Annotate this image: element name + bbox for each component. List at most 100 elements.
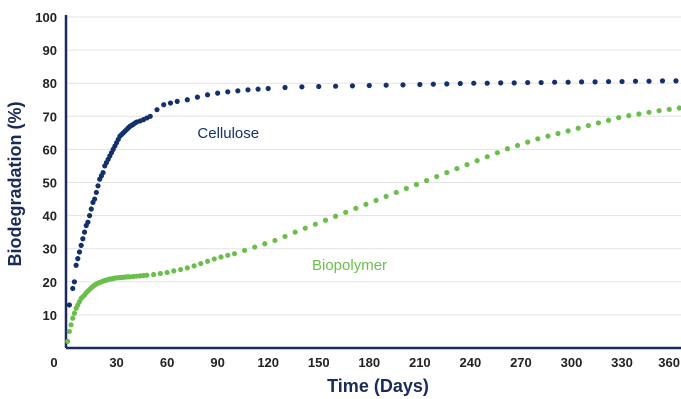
data-point (211, 256, 217, 262)
data-point (272, 237, 278, 244)
x-tick-label: 360 (658, 355, 680, 370)
data-point (474, 158, 480, 164)
y-tick-label: 40 (43, 209, 57, 224)
data-point (322, 217, 329, 223)
data-point (174, 98, 180, 105)
data-point (191, 263, 197, 269)
data-point (646, 109, 652, 115)
data-point (171, 268, 177, 274)
series-biopolymer (65, 105, 681, 344)
data-point (434, 173, 440, 180)
data-point (525, 79, 531, 86)
data-point (302, 225, 308, 231)
x-tick-label: 180 (358, 355, 380, 370)
data-point (157, 270, 163, 277)
data-point (343, 209, 349, 215)
data-point (144, 272, 150, 278)
data-point (373, 197, 379, 203)
data-point (353, 205, 359, 211)
data-point (81, 229, 88, 235)
data-point (184, 97, 190, 103)
y-axis-title: Biodegradation (%) (5, 101, 25, 266)
y-tick-label: 30 (43, 242, 57, 257)
data-point (393, 189, 399, 196)
data-point (525, 139, 531, 145)
data-point (457, 80, 463, 87)
data-point (592, 79, 598, 85)
x-tick-label: 240 (460, 355, 482, 370)
data-point (88, 206, 94, 212)
data-point (299, 84, 305, 90)
data-point (265, 85, 271, 92)
data-point (167, 100, 174, 106)
data-point (215, 90, 221, 96)
data-point (659, 78, 666, 84)
data-point (363, 201, 369, 207)
x-tick-label: 60 (160, 355, 174, 370)
axes (64, 15, 681, 350)
data-point (147, 113, 153, 119)
data-point (86, 213, 93, 219)
data-point (545, 133, 551, 139)
data-point (511, 80, 517, 86)
data-point (676, 105, 681, 111)
y-tick-labels: 10 20 30 40 50 60 70 80 90 100 (35, 10, 57, 323)
data-point (262, 241, 268, 247)
x-tick-label: 0 (50, 355, 57, 370)
data-point (292, 229, 298, 235)
x-tick-label: 150 (308, 355, 330, 370)
data-point (484, 80, 490, 86)
data-point (552, 79, 558, 85)
data-point (164, 269, 170, 276)
data-point (312, 221, 318, 227)
data-point (444, 169, 450, 176)
data-point (177, 266, 184, 273)
x-axis-title: Time (Days) (327, 376, 429, 396)
data-point (204, 258, 211, 264)
data-point (626, 113, 632, 119)
data-point (235, 88, 241, 94)
series-cellulose (66, 78, 679, 308)
data-point (578, 79, 585, 85)
data-point (282, 84, 288, 91)
x-tick-label: 330 (611, 355, 633, 370)
data-point (282, 233, 288, 240)
data-point (646, 78, 652, 84)
series-label: Biopolymer (312, 257, 387, 274)
x-tick-label: 90 (210, 355, 224, 370)
data-point (403, 185, 409, 192)
data-point (71, 310, 78, 316)
data-point (92, 196, 98, 202)
data-point (332, 83, 339, 89)
data-point (538, 79, 544, 86)
data-point (498, 80, 504, 86)
data-point (242, 247, 248, 253)
data-point (471, 80, 477, 86)
y-tick-label: 20 (43, 275, 57, 290)
data-point (605, 78, 612, 85)
series-annotations: Cellulose Biopolymer (197, 125, 387, 274)
x-tick-label: 30 (109, 355, 123, 370)
data-point (225, 89, 231, 95)
data-point (494, 150, 500, 156)
data-point (366, 82, 372, 89)
data-point (616, 115, 622, 121)
data-point (514, 142, 521, 149)
y-tick-label: 60 (43, 142, 57, 157)
data-point (430, 81, 436, 87)
data-point (204, 92, 211, 98)
data-point (225, 252, 231, 258)
data-point (95, 183, 101, 189)
data-point (218, 254, 224, 260)
data-point (632, 78, 639, 84)
data-point (423, 177, 430, 184)
data-point (349, 83, 356, 89)
data-point (76, 249, 83, 255)
x-tick-label: 120 (257, 355, 279, 370)
x-tick-label: 300 (561, 355, 583, 370)
data-point (161, 102, 167, 108)
data-point (194, 94, 201, 100)
data-point (454, 165, 460, 172)
data-point (565, 128, 571, 134)
